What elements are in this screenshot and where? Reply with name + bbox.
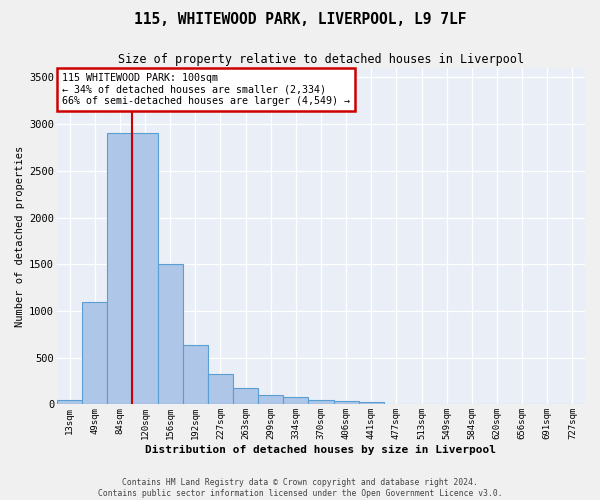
Bar: [359, 402, 384, 404]
Bar: [283, 397, 308, 404]
Bar: [308, 400, 334, 404]
Bar: [158, 264, 182, 404]
X-axis label: Distribution of detached houses by size in Liverpool: Distribution of detached houses by size …: [145, 445, 496, 455]
Bar: [82, 302, 107, 405]
Bar: [208, 374, 233, 404]
Bar: [182, 344, 208, 405]
Title: Size of property relative to detached houses in Liverpool: Size of property relative to detached ho…: [118, 52, 524, 66]
Bar: [258, 395, 283, 404]
Text: Contains HM Land Registry data © Crown copyright and database right 2024.
Contai: Contains HM Land Registry data © Crown c…: [98, 478, 502, 498]
Bar: [133, 134, 158, 404]
Text: 115, WHITEWOOD PARK, LIVERPOOL, L9 7LF: 115, WHITEWOOD PARK, LIVERPOOL, L9 7LF: [134, 12, 466, 28]
Y-axis label: Number of detached properties: Number of detached properties: [15, 146, 25, 327]
Bar: [57, 400, 82, 404]
Bar: [334, 401, 359, 404]
Text: 115 WHITEWOOD PARK: 100sqm
← 34% of detached houses are smaller (2,334)
66% of s: 115 WHITEWOOD PARK: 100sqm ← 34% of deta…: [62, 73, 350, 106]
Bar: [107, 134, 133, 404]
Bar: [233, 388, 258, 404]
